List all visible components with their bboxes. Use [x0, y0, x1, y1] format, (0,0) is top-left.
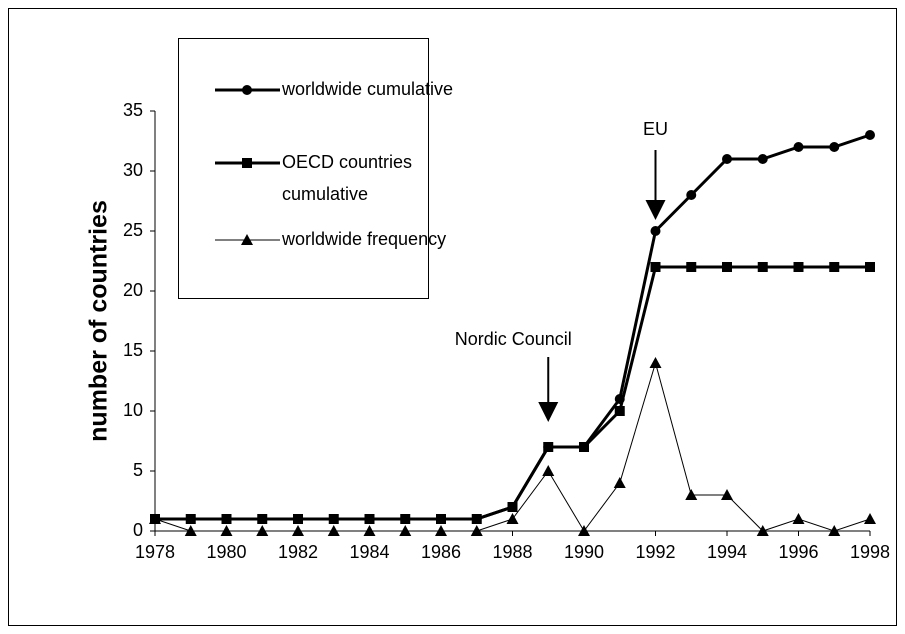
data-point — [792, 513, 805, 524]
annotation-text: Nordic Council — [455, 329, 572, 349]
data-point — [722, 262, 732, 272]
data-point — [686, 262, 697, 272]
data-point — [256, 525, 269, 536]
data-point — [865, 262, 875, 272]
data-point — [506, 513, 519, 524]
data-point — [220, 525, 233, 536]
data-point — [436, 514, 446, 524]
y-tick-label: 30 — [123, 160, 143, 180]
data-point — [614, 406, 625, 416]
y-tick-label: 25 — [123, 220, 143, 240]
data-point — [328, 514, 339, 524]
data-point — [829, 142, 840, 152]
annotation-arrowhead — [645, 200, 666, 220]
annotation-text: EU — [643, 119, 668, 139]
x-tick-label: 1978 — [135, 542, 175, 562]
annotation-arrowhead — [538, 402, 559, 422]
data-point — [722, 154, 732, 164]
data-point — [864, 513, 876, 524]
data-point — [543, 442, 554, 452]
y-tick-label: 15 — [123, 340, 143, 360]
data-point — [793, 262, 804, 272]
data-point — [184, 525, 197, 536]
x-tick-label: 1982 — [278, 542, 318, 562]
data-point — [757, 262, 768, 272]
data-point — [685, 489, 698, 500]
data-point — [649, 357, 662, 368]
x-tick-label: 1988 — [492, 542, 532, 562]
y-tick-label: 20 — [123, 280, 143, 300]
data-point — [185, 514, 196, 524]
data-point — [865, 130, 875, 140]
data-point — [292, 525, 304, 536]
series-line — [155, 265, 870, 521]
data-point — [470, 525, 483, 536]
data-point — [578, 525, 590, 536]
legend-box — [178, 38, 429, 299]
data-point — [363, 525, 376, 536]
data-point — [579, 442, 589, 452]
x-tick-label: 1980 — [206, 542, 246, 562]
data-point — [756, 525, 769, 536]
legend-label: worldwide frequency — [281, 229, 446, 249]
data-point — [613, 477, 626, 488]
data-point — [721, 489, 733, 500]
data-point — [686, 190, 697, 200]
data-point — [149, 513, 161, 524]
legend-marker — [241, 234, 253, 245]
data-point — [399, 525, 412, 536]
frame — [8, 8, 897, 626]
data-point — [757, 154, 768, 164]
legend-marker — [242, 85, 252, 95]
data-point — [293, 514, 303, 524]
data-point — [829, 262, 840, 272]
x-tick-label: 1984 — [349, 542, 389, 562]
y-axis-label: number of countries — [85, 200, 113, 442]
data-point — [400, 514, 411, 524]
y-tick-label: 0 — [133, 520, 143, 540]
data-point — [435, 525, 447, 536]
data-point — [542, 465, 555, 476]
y-tick-label: 5 — [133, 460, 143, 480]
data-point — [507, 502, 518, 512]
data-point — [828, 525, 841, 536]
data-point — [471, 514, 482, 524]
data-point — [221, 514, 232, 524]
x-tick-label: 1998 — [850, 542, 890, 562]
data-point — [793, 142, 804, 152]
data-point — [650, 262, 661, 272]
x-tick-label: 1990 — [564, 542, 604, 562]
x-tick-label: 1986 — [421, 542, 461, 562]
legend-label: OECD countries cumulative — [282, 152, 412, 204]
x-tick-label: 1992 — [635, 542, 675, 562]
data-point — [364, 514, 375, 524]
x-tick-label: 1994 — [707, 542, 747, 562]
legend-label: worldwide cumulative — [281, 79, 453, 99]
x-tick-label: 1996 — [778, 542, 818, 562]
y-tick-label: 10 — [123, 400, 143, 420]
data-point — [257, 514, 268, 524]
y-tick-label: 35 — [123, 100, 143, 120]
data-point — [327, 525, 340, 536]
data-point — [650, 226, 661, 236]
legend-marker — [242, 158, 252, 168]
